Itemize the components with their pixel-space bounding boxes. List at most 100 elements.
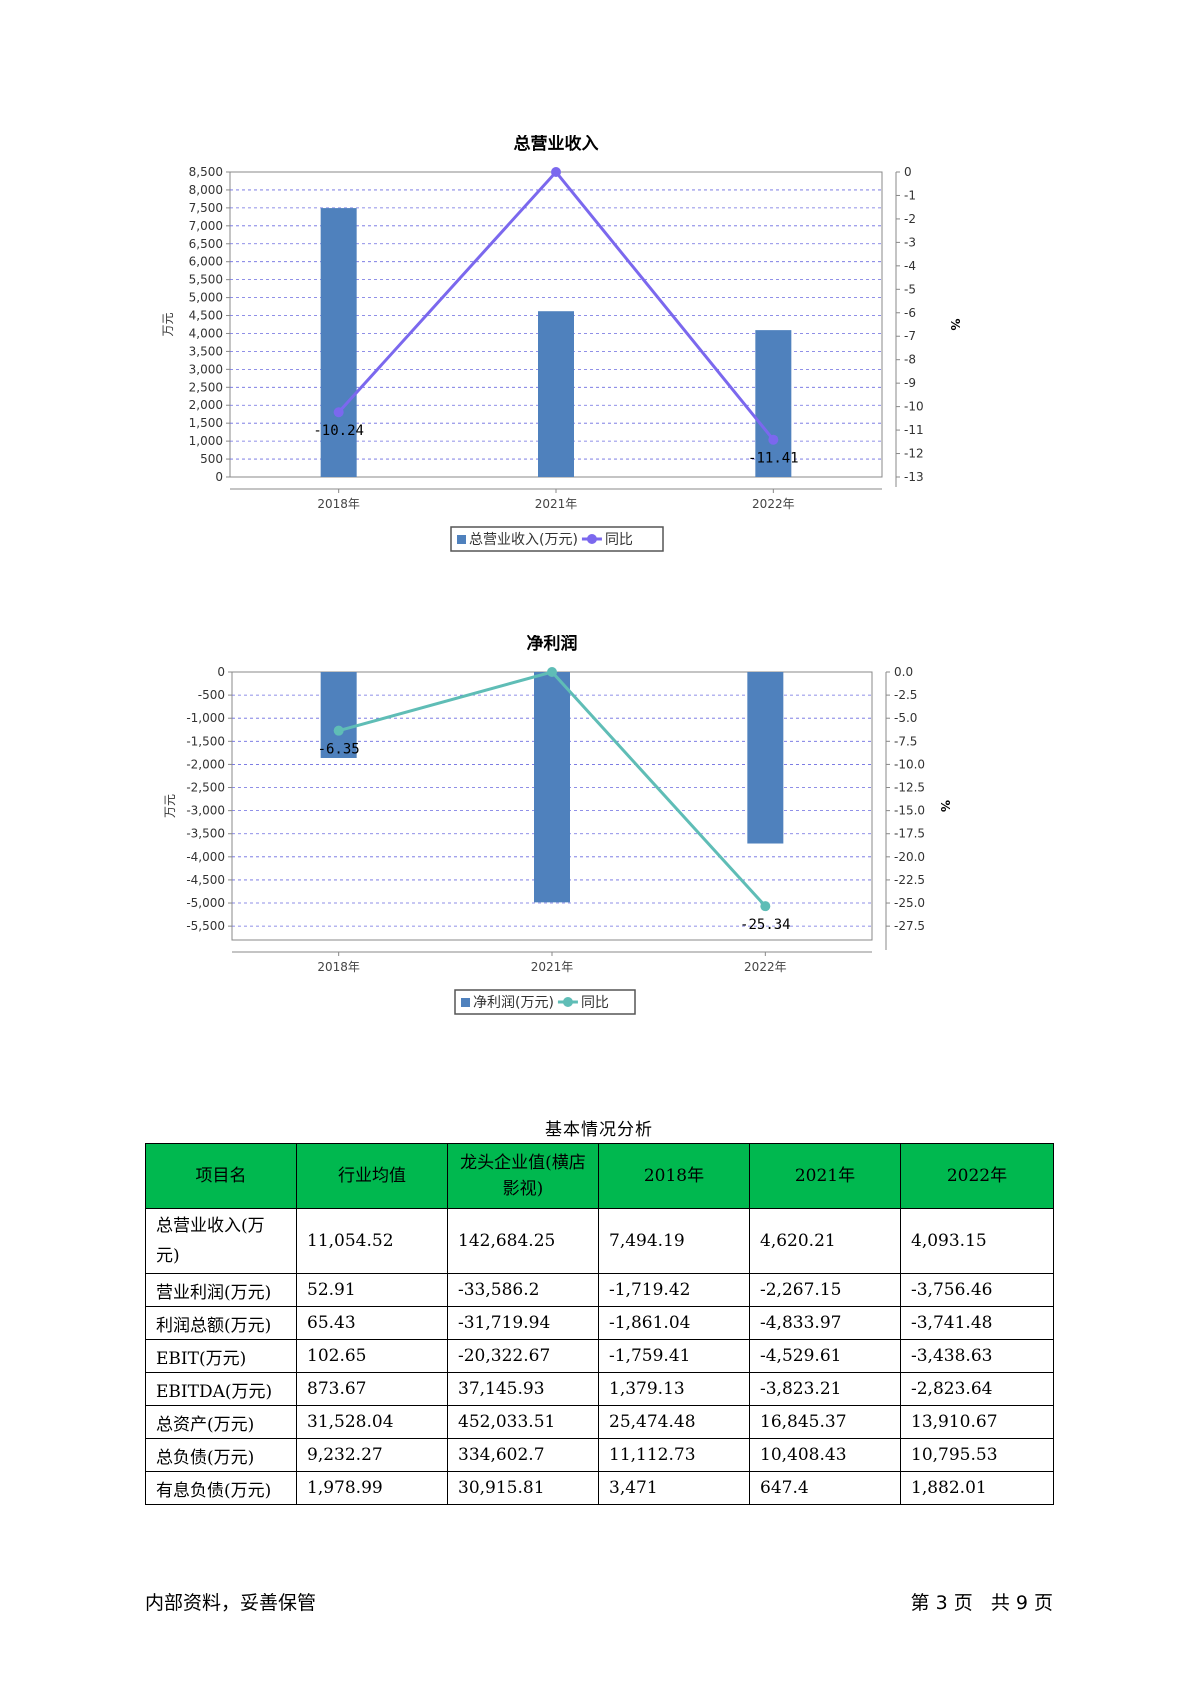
table-row: 有息负债(万元) 1,978.99 30,915.81 3,471 647.4 1,882… <box>145 1471 1054 1505</box>
value-cell: 13,910.67 <box>900 1405 1054 1439</box>
bar <box>320 672 357 758</box>
value-cell: 31,528.04 <box>296 1405 448 1439</box>
table-header-row: 项目名 行业均值 龙头企业值(横店影视) 2018年 2021年 2022年 <box>145 1143 1054 1209</box>
x-tick-label: 2018年 <box>317 960 360 974</box>
legend-box <box>450 526 664 552</box>
y-tick-label: -5,000 <box>186 896 225 910</box>
bar <box>320 208 357 477</box>
y2-tick-label: -5 <box>904 282 916 296</box>
value-cell: 102.65 <box>296 1339 448 1373</box>
legend-line-marker <box>586 534 597 544</box>
value-cell: 334,602.7 <box>447 1438 599 1472</box>
legend-bar-label: 净利润(万元) <box>473 995 554 1011</box>
table-row: 利润总额(万元) 65.43 -31,719.94 -1,861.04 -4,833.9… <box>145 1306 1054 1340</box>
legend-line-label: 同比 <box>581 995 609 1011</box>
chart-title: 净利润 <box>527 635 578 654</box>
y2-tick-label: -4 <box>904 259 916 273</box>
x-tick-label: 2022年 <box>752 497 795 511</box>
value-cell: 37,145.93 <box>447 1372 599 1406</box>
footer-confidential-note: 内部资料，妥善保管 <box>145 1592 317 1614</box>
y-tick-label: 4,500 <box>189 309 223 323</box>
y2-axis-label: % <box>948 318 962 330</box>
y-tick-label: 4,000 <box>189 326 223 340</box>
row-label-cell: 营业利润(万元) <box>145 1273 297 1307</box>
header-cell: 龙头企业值(横店影视) <box>447 1143 599 1209</box>
table-row: 营业利润(万元) 52.91 -33,586.2 -1,719.42 -2,267.15… <box>145 1273 1054 1307</box>
basic-analysis-table: 项目名 行业均值 龙头企业值(横店影视) 2018年 2021年 2022年 总… <box>145 1143 1054 1505</box>
table-row: 总营业收入(万元) 11,054.52 142,684.25 7,494.19 4,62… <box>145 1208 1054 1274</box>
data-label: -6.35 <box>318 742 360 758</box>
header-cell: 项目名 <box>145 1143 297 1209</box>
value-cell: 52.91 <box>296 1273 448 1307</box>
y2-tick-label: -27.5 <box>894 919 925 933</box>
value-cell: 25,474.48 <box>598 1405 750 1439</box>
y2-tick-label: -10 <box>904 400 924 414</box>
y-tick-label: -2,500 <box>186 781 225 795</box>
y-tick-label: 2,000 <box>189 398 223 412</box>
y2-tick-label: -3 <box>904 235 916 249</box>
legend-box <box>454 989 636 1015</box>
x-tick-label: 2018年 <box>317 497 360 511</box>
legend-bar-label: 总营业收入(万元) <box>469 532 578 548</box>
y-tick-label: 5,000 <box>189 291 223 305</box>
value-cell: -1,861.04 <box>598 1306 750 1340</box>
bar <box>538 311 574 477</box>
value-cell: 647.4 <box>749 1471 901 1505</box>
y2-tick-label: -11 <box>904 423 924 437</box>
y-tick-label: -1,500 <box>186 734 225 748</box>
value-cell: 65.43 <box>296 1306 448 1340</box>
legend-line-label: 同比 <box>605 532 633 548</box>
y2-tick-label: -20.0 <box>894 850 925 864</box>
line-point <box>760 901 771 912</box>
y-tick-label: -1,000 <box>186 711 225 725</box>
value-cell: 142,684.25 <box>447 1208 599 1274</box>
y2-tick-label: -25.0 <box>894 896 925 910</box>
value-cell: 4,620.21 <box>749 1208 901 1274</box>
legend-bar-swatch <box>457 535 466 544</box>
y-tick-label: -5,500 <box>186 919 225 933</box>
y-tick-label: 0 <box>215 470 223 484</box>
y2-tick-label: -22.5 <box>894 873 925 887</box>
data-label: -10.24 <box>313 423 364 439</box>
y-tick-label: 8,500 <box>189 165 223 179</box>
y2-tick-label: -2 <box>904 212 916 226</box>
y-tick-label: 7,500 <box>189 201 223 215</box>
row-label-cell: 总资产(万元) <box>145 1405 297 1439</box>
line-point <box>333 725 344 736</box>
y-tick-label: 2,500 <box>189 380 223 394</box>
y-tick-label: 1,500 <box>189 416 223 430</box>
line-point <box>551 167 561 177</box>
y-tick-label: 8,000 <box>189 183 223 197</box>
y2-tick-label: -7 <box>904 329 916 343</box>
value-cell: -1,719.42 <box>598 1273 750 1307</box>
value-cell: -31,719.94 <box>447 1306 599 1340</box>
y2-tick-label: -9 <box>904 376 916 390</box>
y2-tick-label: -7.5 <box>894 734 917 748</box>
value-cell: -3,438.63 <box>900 1339 1054 1373</box>
value-cell: 1,978.99 <box>296 1471 448 1505</box>
value-cell: 9,232.27 <box>296 1438 448 1472</box>
y2-tick-label: -13 <box>904 470 924 484</box>
value-cell: 11,112.73 <box>598 1438 750 1472</box>
y-axis-label: 万元 <box>163 794 177 818</box>
header-cell: 行业均值 <box>296 1143 448 1209</box>
header-cell: 2018年 <box>598 1143 750 1209</box>
value-cell: -3,741.48 <box>900 1306 1054 1340</box>
y2-tick-label: -1 <box>904 188 916 202</box>
value-cell: -1,759.41 <box>598 1339 750 1373</box>
value-cell: 11,054.52 <box>296 1208 448 1274</box>
y-tick-label: 3,000 <box>189 362 223 376</box>
y-tick-label: -2,000 <box>186 757 225 771</box>
line-point <box>768 434 779 445</box>
value-cell: -3,756.46 <box>900 1273 1054 1307</box>
value-cell: -2,267.15 <box>749 1273 901 1307</box>
value-cell: -3,823.21 <box>749 1372 901 1406</box>
bar <box>747 672 784 844</box>
y-tick-label: 1,000 <box>189 434 223 448</box>
row-label-cell: 总营业收入(万元) <box>145 1208 297 1274</box>
y2-tick-label: -12.5 <box>894 781 925 795</box>
value-cell: 873.67 <box>296 1372 448 1406</box>
row-label-cell: EBITDA(万元) <box>145 1372 297 1406</box>
value-cell: -4,529.61 <box>749 1339 901 1373</box>
header-cell: 2021年 <box>749 1143 901 1209</box>
